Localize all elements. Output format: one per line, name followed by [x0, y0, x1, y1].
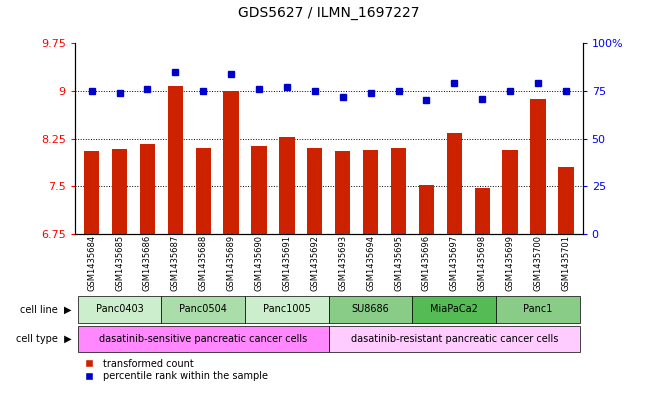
Bar: [223, 91, 239, 234]
Text: dasatinib-resistant pancreatic cancer cells: dasatinib-resistant pancreatic cancer ce…: [351, 334, 558, 344]
Text: Panc1005: Panc1005: [263, 305, 311, 314]
Bar: [84, 151, 99, 234]
Bar: [558, 167, 574, 234]
Bar: [391, 148, 406, 234]
Bar: [77, 326, 329, 352]
Text: GDS5627 / ILMN_1697227: GDS5627 / ILMN_1697227: [238, 6, 419, 20]
Bar: [329, 326, 580, 352]
Bar: [77, 296, 161, 323]
Text: SU8686: SU8686: [352, 305, 389, 314]
Bar: [307, 148, 322, 234]
Bar: [168, 86, 183, 234]
Bar: [335, 151, 350, 234]
Bar: [475, 188, 490, 234]
Text: Panc0403: Panc0403: [96, 305, 143, 314]
Text: cell type  ▶: cell type ▶: [16, 334, 72, 344]
Bar: [112, 149, 127, 234]
Bar: [329, 296, 413, 323]
Bar: [413, 296, 496, 323]
Text: Panc0504: Panc0504: [179, 305, 227, 314]
Bar: [496, 296, 580, 323]
Bar: [447, 134, 462, 234]
Legend: transformed count, percentile rank within the sample: transformed count, percentile rank withi…: [79, 358, 268, 382]
Bar: [363, 150, 378, 234]
Text: MiaPaCa2: MiaPaCa2: [430, 305, 478, 314]
Bar: [140, 143, 155, 234]
Text: cell line  ▶: cell line ▶: [20, 305, 72, 314]
Bar: [419, 185, 434, 234]
Bar: [195, 148, 211, 234]
Text: dasatinib-sensitive pancreatic cancer cells: dasatinib-sensitive pancreatic cancer ce…: [99, 334, 307, 344]
Bar: [245, 296, 329, 323]
Text: Panc1: Panc1: [523, 305, 553, 314]
Bar: [251, 146, 267, 234]
Bar: [161, 296, 245, 323]
Bar: [531, 99, 546, 234]
Bar: [503, 150, 518, 234]
Bar: [279, 137, 294, 234]
